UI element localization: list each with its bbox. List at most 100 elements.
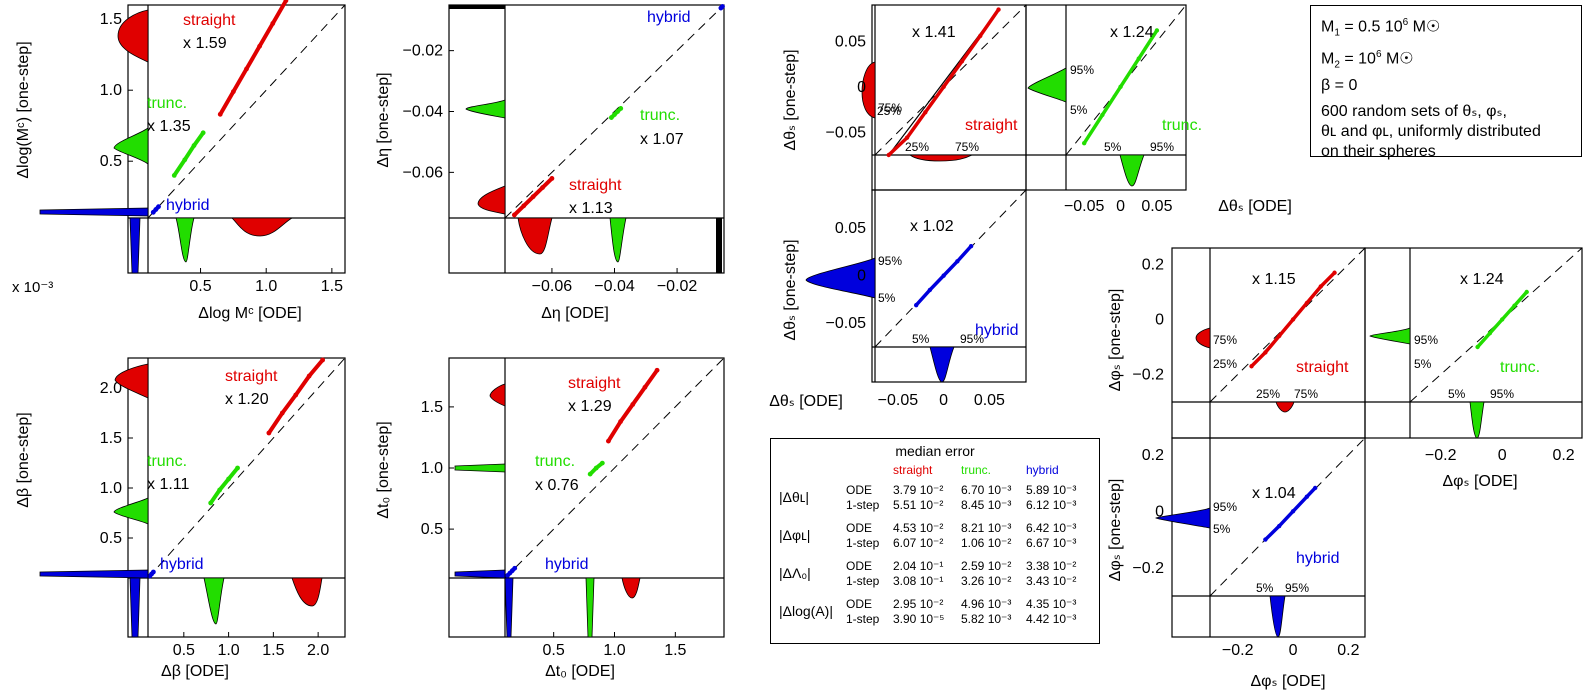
label-hybrid: hybrid [545, 556, 589, 573]
y-tick-label: −0.2 [1132, 560, 1164, 577]
data-point [306, 373, 312, 379]
data-point [293, 392, 299, 398]
data-point [182, 157, 188, 163]
x-tick-label: −0.2 [1425, 447, 1457, 464]
pct-5-bottom: 5% [912, 332, 930, 346]
x-axis-label-bottom: Δφₛ [ODE] [1250, 673, 1325, 690]
data-point [320, 357, 326, 363]
data-point [654, 367, 660, 373]
data-point [1487, 331, 1493, 336]
label-straight: straight [1296, 359, 1349, 376]
pct-95-left: 95% [1070, 63, 1094, 77]
subpanel-straight: x 1.15 straight 75% 25% 25% 75% −0.2 0 0.2 Δφₛ [o… [1107, 247, 1366, 439]
kde-left-hybrid [454, 569, 506, 579]
pct-25-left: 25% [1213, 357, 1237, 371]
series-straight [606, 367, 660, 444]
data-point [978, 33, 983, 39]
subpanel-hybrid: x 1.04 hybrid 95% 5% 5% 95% −0.2 0 0.2 Δφₛ [ODE] −… [1107, 437, 1366, 690]
kde-left-straight [477, 185, 506, 215]
data-point [1524, 289, 1529, 295]
kde-left-hybrid [39, 207, 149, 217]
kde-left-straight [117, 9, 149, 63]
panel-frame [1364, 247, 1583, 439]
label-hybrid: hybrid [1296, 550, 1340, 567]
y-axis-label-top: Δφₛ [one-step] [1107, 289, 1124, 392]
data-point [630, 402, 636, 407]
data-point [230, 89, 236, 95]
y-axis-label: Δt₀ [one-step] [375, 421, 392, 518]
median-col-hybrid: hybrid [1026, 463, 1059, 477]
median-col-straight: straight [893, 463, 933, 477]
data-point [1475, 344, 1480, 350]
pct-5-left: 5% [1414, 357, 1432, 371]
pct-25-left: 25% [877, 104, 901, 118]
x-tick-label: −0.04 [594, 278, 635, 295]
data-point [217, 111, 223, 117]
panel-frame [127, 4, 346, 274]
series-hybrid [150, 204, 161, 215]
y-axis-label: Δη [one-step] [375, 72, 392, 167]
factor-straight: x 1.41 [912, 24, 956, 41]
series-hybrid [505, 565, 518, 578]
y-axis-label-top: Δθₛ [one-step] [782, 49, 799, 150]
x-tick-label: 0.05 [1141, 198, 1172, 215]
x-tick-label: −0.05 [1064, 198, 1105, 215]
data-point [996, 7, 1001, 12]
data-point [642, 384, 648, 390]
kde-bottom-trunc [1119, 154, 1145, 187]
data-point [257, 43, 263, 49]
series-straight [266, 357, 326, 436]
x-tick-label: 0 [1289, 642, 1298, 659]
x-tick-label: 1.0 [217, 642, 239, 659]
x-tick-label: 1.5 [321, 278, 343, 295]
x-tick-label: 1.5 [664, 642, 686, 659]
label-straight: straight [569, 177, 622, 194]
data-point [1118, 84, 1123, 90]
series-trunc [171, 130, 206, 178]
data-point [235, 465, 240, 471]
kde-bottom-straight [291, 577, 323, 607]
y-tick-label: 0.05 [835, 220, 866, 237]
unit-diagonal [504, 357, 725, 579]
y-tick-label: 0 [857, 268, 866, 285]
unit-diagonal [1409, 247, 1583, 403]
x-tick-label: 0.2 [1337, 642, 1359, 659]
label-trunc: trunc. [640, 107, 680, 124]
y-tick-label: 2.0 [100, 380, 122, 397]
x-axis-label-right: Δφₛ [ODE] [1442, 473, 1517, 490]
median-row-log-a: |Δlog(A)| ODE 1-step 2.95 10⁻² 4.96 10⁻³… [779, 597, 1077, 626]
label-trunc: trunc. [1162, 117, 1202, 134]
label-straight: straight [183, 12, 236, 29]
factor-trunc: x 1.11 [147, 476, 190, 493]
data-point [283, 0, 289, 4]
y-axis-label: Δlog(Mᶜ) [one-step] [15, 41, 32, 178]
kde-left-hybrid [1155, 507, 1211, 529]
panel-frame [448, 4, 725, 274]
data-point [913, 302, 919, 308]
y-tick-label: 0.5 [100, 153, 122, 170]
unit-diagonal [147, 4, 346, 219]
series-trunc [208, 465, 240, 506]
data-point [606, 438, 611, 444]
x-tick-label: 1.0 [255, 278, 277, 295]
data-point [191, 143, 197, 148]
data-point [521, 203, 527, 209]
data-point [1276, 523, 1282, 529]
data-point [266, 430, 272, 436]
subpanel-trunc: x 1.24 trunc. 95% 5% 5% 95% −0.05 0 0.05 Δθₛ [ODE… [1025, 4, 1292, 215]
y-tick-label: 1.5 [100, 11, 122, 28]
right-band [716, 218, 722, 273]
kde-left-trunc [1369, 327, 1411, 345]
label-hybrid: hybrid [160, 556, 204, 573]
data-point [1499, 317, 1505, 322]
y-tick-label: −0.05 [826, 315, 867, 332]
series-straight [217, 0, 289, 117]
y-tick-label: 1.5 [100, 430, 122, 447]
median-col-trunc: trunc. [961, 463, 992, 477]
label-straight: straight [568, 375, 621, 392]
data-point [171, 173, 177, 178]
x-tick-label: 0 [1116, 198, 1125, 215]
x-axis-label-left: Δθₛ [ODE] [769, 393, 843, 410]
